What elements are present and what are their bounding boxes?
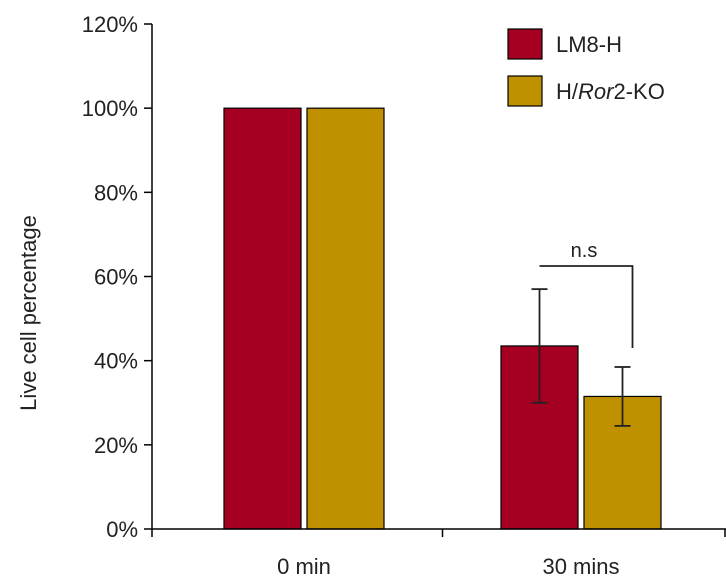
legend: LM8-H H/Ror2-KO <box>507 28 665 107</box>
y-tick-label: 40% <box>94 349 138 374</box>
y-tick-label: 20% <box>94 433 138 458</box>
legend-swatch <box>507 28 543 60</box>
significance-bracket <box>539 265 634 349</box>
bar-lm8-h-0 <box>223 107 302 530</box>
bar-ror2-ko-0 <box>306 107 385 530</box>
legend-label: LM8-H <box>556 32 622 57</box>
y-tick-label: 120% <box>82 12 138 37</box>
x-tick-label: 0 min <box>277 554 331 579</box>
y-tick-label: 60% <box>94 265 138 290</box>
significance-label: n.s <box>571 240 598 262</box>
x-tick-label: 30 mins <box>542 554 619 579</box>
y-tick-label: 100% <box>82 96 138 121</box>
legend-swatch <box>507 75 543 107</box>
y-axis-label: Live cell percentage <box>16 215 41 411</box>
y-tick-label: 0% <box>106 517 138 542</box>
bars <box>223 107 662 530</box>
y-tick-label: 80% <box>94 180 138 205</box>
y-axis-ticks: 0% 20% 40% 60% 80% 100% 120% <box>82 12 152 542</box>
significance-annotation: n.s <box>539 240 634 349</box>
legend-label: H/Ror2-KO <box>556 79 665 104</box>
x-axis-ticks: 0 min 30 mins <box>151 529 726 579</box>
error-bars <box>531 288 631 427</box>
